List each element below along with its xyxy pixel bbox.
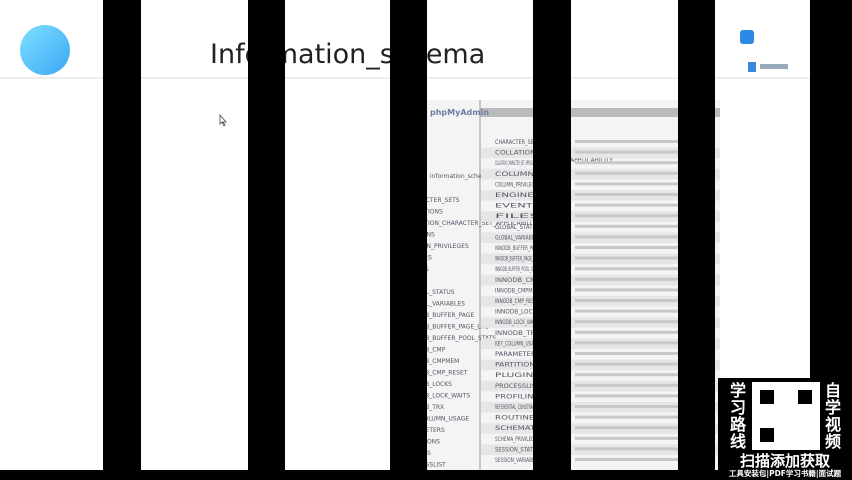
row-cells (575, 171, 715, 175)
table-name: EVENTS (495, 203, 540, 210)
row-cells (575, 426, 715, 430)
transition-bars (103, 0, 852, 480)
row-cells (575, 150, 715, 154)
row-cells (575, 458, 715, 461)
table-name: GLOBAL_VARIABLES (495, 234, 540, 241)
row-cells (575, 309, 715, 313)
ad-footer: 工具安装包|PDF学习书籍|面试题 (729, 468, 842, 479)
table-name: INNODB_BUFFER_PAGE_LRU (495, 256, 540, 263)
row-cells (575, 320, 715, 324)
nav-table: INNODB_BUFFER_PAGE_LRU (405, 324, 489, 331)
table-name: PARAMETERS (495, 351, 540, 358)
nav-table: INNODB_BUFFER_PAGE (405, 312, 474, 319)
nav-table: INNODB_CMPMEM (405, 358, 459, 365)
bar (533, 0, 571, 480)
nav-table: INNODB_BUFFER_POOL_STATS (405, 335, 496, 342)
bar (103, 0, 141, 480)
table-name: KEY_COLUMN_USAGE (495, 340, 540, 347)
table-name: INNODB_LOCK_WAITS (495, 319, 540, 326)
table-name: INNODB_BUFFER_POOL_STATS (495, 266, 540, 273)
table-name: INNODB_BUFFER_PAGE (495, 245, 540, 252)
table-name: ROUTINES (495, 415, 540, 422)
table-name: PROFILING (495, 393, 540, 400)
bar (248, 0, 285, 480)
nav-table: COLLATION_CHARACTER_SET_APPLICABILITY (405, 220, 539, 227)
row-cells (575, 330, 715, 334)
table-name: CHARACTER_SETS (495, 139, 540, 146)
shield-icon (748, 62, 756, 72)
table-name: GLOBAL_STATUS (495, 224, 540, 231)
row-cells (575, 341, 715, 345)
row-cells (575, 246, 715, 249)
nav-table: GLOBAL_STATUS (405, 289, 455, 296)
row-cells (575, 415, 715, 419)
row-cells (575, 140, 715, 143)
ad-box: 学习路线 自学视频 扫描添加获取 工具安装包|PDF学习书籍|面试题 (718, 378, 852, 480)
row-cells (575, 267, 715, 271)
row-cells (575, 352, 715, 355)
table-name: INNODB_TRX (495, 330, 540, 337)
row-cells (575, 224, 715, 228)
nav-table: GLOBAL_VARIABLES (405, 301, 465, 308)
nav-table: KEY_COLUMN_USAGE (405, 416, 469, 423)
row-cells (575, 161, 715, 165)
db-name: information_schema (430, 173, 491, 180)
table-name: INNODB_CMP (495, 277, 540, 284)
qr-corner (760, 390, 774, 404)
table-name: SCHEMATA (495, 425, 541, 432)
row-cells (575, 299, 715, 302)
table-name: COLUMNS (495, 171, 540, 178)
row-cells (575, 256, 715, 260)
ad-right: 自学视频 (825, 381, 841, 451)
qr-corner (798, 390, 812, 404)
table-name: PARTITIONS (495, 362, 540, 369)
table-name: REFERENTIAL_CONSTRAINTS (495, 404, 540, 411)
table-name: INNODB_CMPMEM (495, 287, 540, 294)
table-name: INNODB_LOCKS (495, 309, 540, 316)
brand-text (760, 64, 788, 69)
bar (678, 0, 715, 480)
table-name: SESSION_STATUS (495, 446, 540, 453)
row-cells (575, 362, 715, 366)
table-name: INNODB_CMP_RESET (495, 298, 540, 305)
ad-cta: 扫描添加获取 (740, 452, 831, 470)
row-cells (575, 182, 715, 186)
table-name: SCHEMA_PRIVILEGES (495, 436, 540, 443)
row-cells (575, 277, 715, 281)
table-name: PLUGINS (495, 372, 540, 379)
table-name: COLUMN_PRIVILEGES (495, 181, 540, 188)
row-cells (575, 214, 715, 218)
header-cell: APPLICABILITY (570, 157, 613, 164)
table-name: ENGINES (495, 192, 540, 199)
row-cells (575, 383, 715, 387)
cursor (219, 113, 227, 127)
table-name: PROCESSLIST (495, 383, 540, 390)
nav-table: COLUMN_PRIVILEGES (405, 243, 469, 250)
row-cells (575, 235, 715, 239)
row-cells (575, 373, 715, 377)
ad-left: 学习路线 (730, 381, 747, 451)
nav-table: INNODB_LOCKS (405, 381, 452, 388)
nav-table: INNODB_CMP_RESET (405, 370, 468, 377)
row-cells (575, 447, 715, 451)
row-cells (575, 288, 715, 292)
table-name: COLLATIONS (495, 150, 540, 157)
row-cells (575, 394, 715, 398)
table-name: SESSION_VARIABLES (495, 457, 540, 464)
nav-table: INNODB_LOCK_WAITS (405, 393, 470, 400)
row-cells (575, 436, 715, 440)
bar (390, 0, 427, 480)
brand-icon (740, 30, 754, 44)
app-name: phpMyAdmin (430, 108, 489, 117)
tab-bar (480, 108, 720, 117)
nav-table: CHARACTER_SETS (405, 197, 460, 204)
row-cells (575, 193, 715, 196)
table-name: COLLATION_CHARACTER_SET_APPLICABILITY (495, 160, 540, 167)
row-cells (575, 405, 715, 408)
qr-corner (760, 428, 774, 442)
row-cells (575, 203, 715, 207)
table-name: FILES (495, 213, 541, 220)
logo (20, 25, 70, 75)
